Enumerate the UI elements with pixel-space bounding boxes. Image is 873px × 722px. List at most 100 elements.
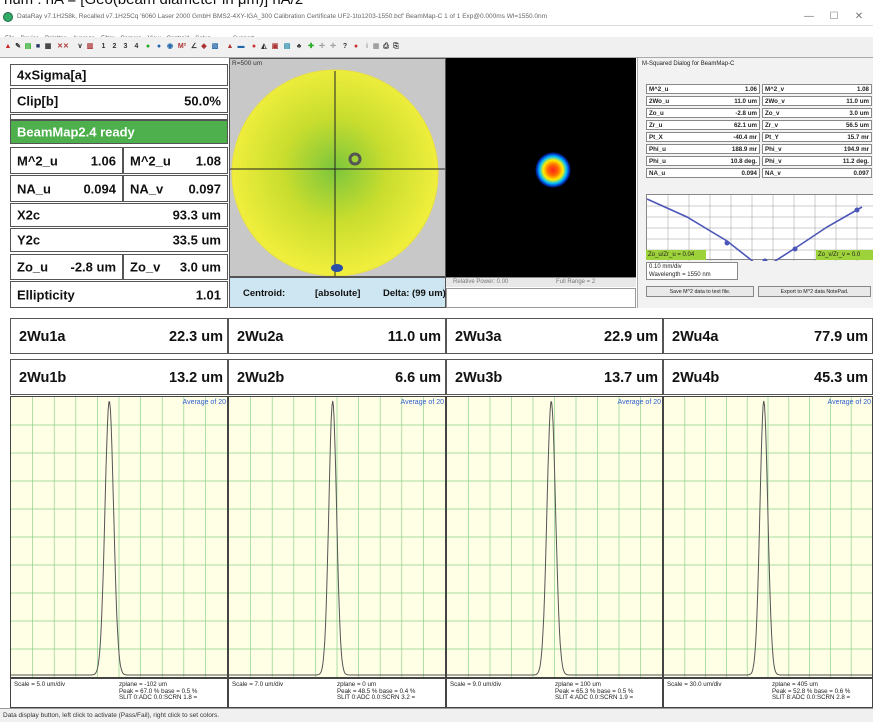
centroid-delta: Delta: (99 um)	[383, 288, 446, 299]
blue-circle-icon[interactable]: ●	[156, 43, 162, 50]
profile-plot-1[interactable]: Average of 20	[10, 396, 228, 678]
average-label: Average of 20	[400, 399, 444, 406]
plus-green-icon[interactable]: ✚	[308, 43, 314, 50]
width-cell-3a[interactable]: 2Wu3a 22.9 um	[446, 318, 663, 354]
beam-spot-image[interactable]	[446, 58, 636, 277]
m-squared-key: Zo_v	[765, 110, 780, 117]
m-squared-key: 2Wo_v	[765, 98, 785, 105]
toolbar-3-button[interactable]: 3	[123, 43, 128, 50]
info-icon[interactable]: i	[366, 43, 368, 50]
relative-power-label: Relative Power: 0.00	[453, 279, 509, 285]
width-cell-2b[interactable]: 2Wu2b 6.6 um	[228, 359, 446, 395]
width-cell-4a[interactable]: 2Wu4a 77.9 um	[663, 318, 873, 354]
m-squared-key: Pt_X	[649, 134, 663, 141]
width-cell-1a[interactable]: 2Wu1a 22.3 um	[10, 318, 228, 354]
zo-u-ratio: Zo_u/Zr_u = 0.04	[646, 250, 706, 260]
width-cell-3b[interactable]: 2Wu3b 13.7 um	[446, 359, 663, 395]
toolbar-4-button[interactable]: 4	[134, 43, 139, 50]
maximize-button[interactable]: ☐	[829, 11, 839, 22]
ruler-icon[interactable]: ∠	[190, 43, 198, 50]
x2c-cell[interactable]: X2c 93.3 um	[10, 203, 228, 227]
width-cell-1b[interactable]: 2Wu1b 13.2 um	[10, 359, 228, 395]
ellipticity-cell[interactable]: Ellipticity 1.01	[10, 281, 228, 308]
m-squared-value: -2.8 um	[735, 110, 757, 117]
m-squared-row: Zo_v 3.0 um	[762, 108, 872, 118]
image-icon[interactable]: ▤	[283, 43, 291, 50]
wavelength-box: 0.10 mm/div Wavelength = 1550 nm	[646, 262, 738, 280]
m-squared-key: Phi_u	[649, 146, 666, 153]
m2u-cell[interactable]: M^2_u 1.06	[10, 147, 123, 174]
slit-label: SLIT 0:ADC 0.0:SCRN 1.8 =	[119, 694, 198, 701]
xy-icon[interactable]: ✕✕	[57, 43, 69, 50]
cam-icon[interactable]: ▣	[271, 43, 279, 50]
save-m2-button[interactable]: Save M^2 data to text file.	[646, 286, 754, 297]
nav-cell[interactable]: NA_v 0.097	[123, 175, 228, 202]
cross-icon[interactable]: ✛	[319, 43, 325, 50]
print-icon[interactable]: ▬	[237, 43, 245, 50]
open-folder-icon[interactable]: ▤	[24, 43, 32, 50]
width-cell-4b[interactable]: 2Wu4b 45.3 um	[663, 359, 873, 395]
beam-map-image[interactable]: R=500 um	[229, 58, 446, 277]
m-squared-value: 188.9 mr	[731, 146, 757, 153]
arrow-up-icon[interactable]: ▲	[4, 43, 12, 50]
m-squared-row: Pt_X -40.4 mr	[646, 132, 760, 142]
y2c-cell[interactable]: Y2c 33.5 um	[10, 228, 228, 252]
zou-cell[interactable]: Zo_u -2.8 um	[10, 254, 123, 280]
centroid-bar[interactable]: Centroid: [absolute] Delta: (99 um)	[229, 277, 446, 308]
toolbar-1-button[interactable]: 1	[101, 43, 106, 50]
record-icon[interactable]: ●	[353, 43, 359, 50]
m2-icon[interactable]: M²	[177, 43, 187, 50]
scan-marker-icon	[331, 264, 343, 272]
green-circle-icon[interactable]: ●	[145, 43, 151, 50]
crosshair-icon[interactable]: ✛	[330, 43, 336, 50]
m-squared-key: Zr_v	[765, 122, 779, 129]
m-squared-value: 0.097	[853, 170, 869, 177]
save-icon[interactable]: ■	[35, 43, 41, 50]
palette-icon[interactable]: ◆	[201, 43, 207, 50]
grid-icon[interactable]: ▦	[44, 43, 52, 50]
minimize-button[interactable]: —	[804, 11, 814, 22]
printer-icon[interactable]: ⎙	[383, 43, 389, 50]
chart-icon[interactable]: ▥	[86, 43, 94, 50]
toolbar-2-button[interactable]: 2	[112, 43, 117, 50]
zov-cell[interactable]: Zo_v 3.0 um	[123, 254, 228, 280]
pen-icon[interactable]: ✎	[15, 43, 21, 50]
width-cell-2a[interactable]: 2Wu2a 11.0 um	[228, 318, 446, 354]
profile-plot-2[interactable]: Average of 20	[228, 396, 446, 678]
centroid-marker-icon	[348, 152, 362, 166]
pin-icon[interactable]: ♣	[296, 43, 302, 50]
stop-icon[interactable]: ●	[251, 43, 257, 50]
v-icon[interactable]: ∨	[77, 43, 83, 50]
profile-info: zplane = -102 um Peak = 67.0 % base = 0.5…	[119, 682, 197, 702]
m2v-cell[interactable]: M^2_u 1.08	[123, 147, 228, 174]
m-squared-value: 1.06	[744, 86, 757, 93]
beam-spot	[535, 152, 571, 188]
dialog-title: M-Squared Dialog for BeamMap-C	[642, 61, 735, 67]
profile-plot-4[interactable]: Average of 20	[663, 396, 873, 678]
m-squared-row: Phi_u 188.9 mr	[646, 144, 760, 154]
status-ready-cell[interactable]: BeamMap2.4 ready	[10, 120, 228, 144]
table-icon[interactable]: ▦	[372, 43, 380, 50]
export-icon[interactable]: ⎘	[393, 43, 399, 50]
zplane-label: zplane = 405 um	[772, 681, 818, 688]
target-icon[interactable]: ◉	[166, 43, 174, 50]
profile-plot-3[interactable]: Average of 20	[446, 396, 663, 678]
profile-svg	[447, 397, 662, 677]
graph-icon[interactable]: ▧	[211, 43, 219, 50]
help-icon[interactable]: ?	[342, 43, 348, 50]
export-m2-button[interactable]: Export to M^2 data NotePad.	[758, 286, 871, 297]
scale-label: Scale = 9.0 um/div	[450, 681, 502, 688]
profile-icon[interactable]: ▲	[226, 43, 234, 50]
sigma-cell[interactable]: 4xSigma[a]	[10, 64, 228, 86]
clip-cell[interactable]: Clip[b] 50.0%	[10, 88, 228, 113]
nau-cell[interactable]: NA_u 0.094	[10, 175, 123, 202]
beam-icon[interactable]: ◭	[261, 43, 267, 50]
m-squared-key: Phi_v	[765, 158, 782, 165]
centroid-mode[interactable]: [absolute]	[315, 288, 361, 299]
beam-spot-svg	[535, 152, 571, 188]
close-button[interactable]: ✕	[854, 11, 864, 22]
profile-curve	[664, 400, 872, 676]
zplane-label: zplane = 100 um	[555, 681, 601, 688]
profile-info: zplane = 0 um Peak = 48.5 % base = 0.4 % S…	[337, 682, 415, 702]
wavelength-label: Wavelength = 1550 nm	[649, 272, 711, 278]
